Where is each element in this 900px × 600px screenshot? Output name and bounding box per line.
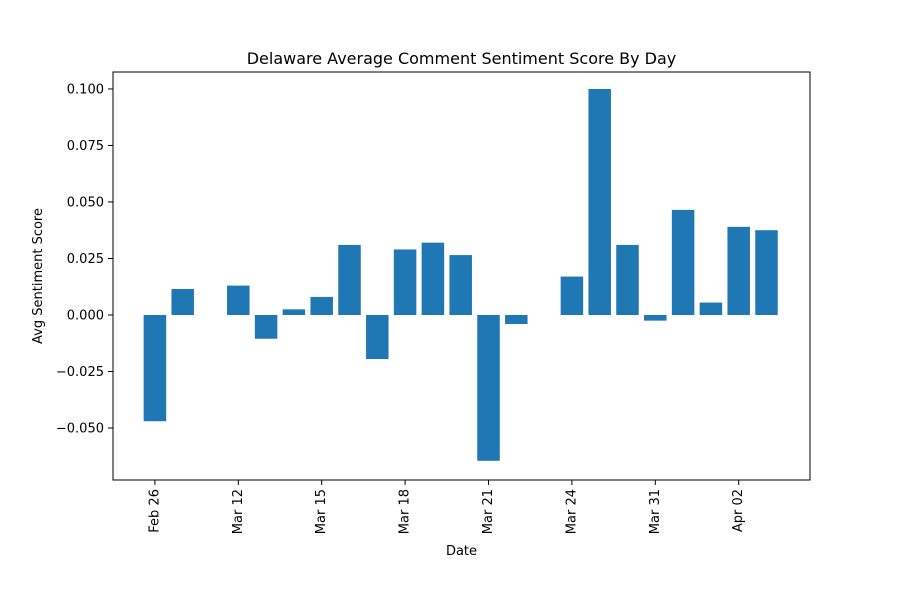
bar xyxy=(393,249,417,315)
x-tick-label: Mar 21 xyxy=(481,489,496,534)
bar xyxy=(310,296,333,315)
bar xyxy=(366,314,389,360)
y-axis: −0.050 −0.025 0.000 0.025 0.050 0.075 0.100 xyxy=(56,82,113,437)
y-tick-label: 0.050 xyxy=(67,195,104,210)
bar xyxy=(171,289,194,315)
bar xyxy=(616,244,639,315)
y-tick-label: 0.075 xyxy=(67,139,104,154)
y-tick-label: −0.050 xyxy=(56,422,104,437)
bar xyxy=(421,242,445,315)
bar xyxy=(588,88,611,315)
bar xyxy=(143,314,167,422)
x-tick-label: Apr 02 xyxy=(731,489,746,532)
x-tick-label: Mar 31 xyxy=(648,489,663,534)
bar xyxy=(227,285,250,315)
x-tick-label: Mar 18 xyxy=(398,489,413,534)
x-axis: Feb 26 Mar 12 Mar 15 Mar 18 Mar 21 Mar 24 Mar … xyxy=(147,480,746,534)
y-axis-label: Avg Sentiment Score xyxy=(31,208,46,344)
bar xyxy=(449,255,472,315)
bar xyxy=(282,309,306,315)
bar xyxy=(254,314,278,339)
x-axis-label: Date xyxy=(446,544,477,559)
x-tick-label: Mar 15 xyxy=(314,489,329,534)
bar xyxy=(560,276,584,315)
bar xyxy=(699,302,723,315)
y-tick-label: 0.025 xyxy=(67,252,104,267)
bar xyxy=(477,314,500,461)
bar xyxy=(671,209,695,315)
x-tick-label: Mar 24 xyxy=(564,489,579,534)
y-tick-label: −0.025 xyxy=(56,365,104,380)
y-tick-label: 0.000 xyxy=(67,308,104,323)
y-tick-label: 0.100 xyxy=(67,82,104,97)
x-tick-label: Feb 26 xyxy=(147,489,162,533)
bar xyxy=(755,230,778,315)
bar xyxy=(338,244,361,315)
bar xyxy=(727,226,750,315)
bar xyxy=(644,314,667,321)
bar xyxy=(505,314,528,325)
chart-title: Delaware Average Comment Sentiment Score… xyxy=(247,49,677,68)
plot-frame xyxy=(112,71,811,481)
bars-group xyxy=(143,88,778,461)
x-tick-label: Mar 12 xyxy=(231,489,246,534)
